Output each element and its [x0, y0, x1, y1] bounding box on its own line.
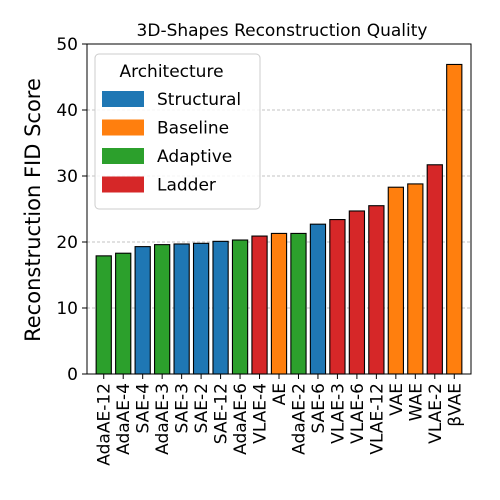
bar	[407, 183, 424, 375]
bar	[231, 239, 249, 375]
x-tick-label: SAE-4	[134, 383, 154, 433]
legend-swatch	[102, 176, 144, 193]
x-tick-label: VLAE-3	[328, 383, 348, 444]
x-tick-label: SAE-12	[212, 383, 232, 444]
x-tick-label: AdaAE-12	[95, 383, 115, 466]
x-tick-label: WAE	[406, 383, 426, 421]
y-axis-label: Reconstruction FID Score	[21, 78, 45, 342]
x-tick-label: SAE-3	[173, 383, 193, 433]
chart-title: 3D-Shapes Reconstruction Quality	[137, 21, 428, 41]
legend-label: Baseline	[157, 119, 229, 139]
legend-label: Ladder	[157, 176, 216, 196]
x-tick-label: AdaAE-2	[289, 383, 309, 455]
bar	[95, 255, 112, 375]
legend-label: Structural	[157, 90, 241, 110]
plot-frame	[86, 43, 472, 375]
bar	[387, 186, 404, 375]
bar	[329, 219, 346, 375]
x-tick-label: AE	[270, 383, 290, 405]
y-tick-label: 0	[67, 365, 78, 385]
y-tick-label: 50	[56, 35, 78, 55]
bar	[154, 244, 171, 375]
x-tick-label: VLAE-2	[426, 383, 446, 444]
legend-swatch	[102, 119, 144, 136]
y-tick-label: 40	[56, 101, 78, 121]
x-tick-label: AdaAE-3	[153, 383, 173, 455]
bar	[192, 242, 210, 375]
bar	[368, 205, 385, 375]
x-tick-label: SAE-2	[192, 383, 212, 433]
bar	[115, 252, 132, 375]
x-tick-label: VAE	[387, 383, 407, 416]
x-axis-ticks: AdaAE-12 AdaAE-4 SAE-4 AdaAE-3 SAE-3 SAE-2 SAE…	[95, 374, 465, 466]
bar	[212, 240, 229, 375]
bars	[95, 63, 463, 375]
x-tick-label: SAE-6	[309, 383, 329, 433]
legend-title: Architecture	[119, 62, 223, 82]
bar	[426, 164, 443, 375]
x-tick-label: VLAE-12	[367, 383, 387, 455]
x-tick-label: βVAE	[445, 383, 465, 427]
bar	[173, 243, 190, 375]
legend-swatch	[102, 91, 144, 107]
x-tick-label: AdaAE-4	[114, 383, 134, 455]
bar	[251, 235, 268, 375]
bar	[348, 210, 366, 375]
legend-swatch	[102, 148, 144, 164]
x-tick-label: VLAE-4	[251, 383, 271, 444]
legend-label: Adaptive	[157, 147, 232, 167]
y-tick-label: 20	[56, 233, 78, 253]
x-tick-label: AdaAE-6	[231, 383, 251, 455]
legend: Architecture Structural Baseline Adaptive La…	[94, 53, 261, 210]
bar	[270, 232, 288, 375]
y-tick-label: 10	[56, 299, 78, 319]
bar	[134, 246, 151, 375]
bar	[290, 232, 307, 375]
y-tick-label: 30	[56, 167, 78, 187]
bar	[446, 63, 463, 375]
bar	[309, 223, 327, 375]
x-tick-label: VLAE-6	[348, 383, 368, 444]
y-axis-ticks: 0 10 20 30 40 50	[56, 35, 87, 385]
